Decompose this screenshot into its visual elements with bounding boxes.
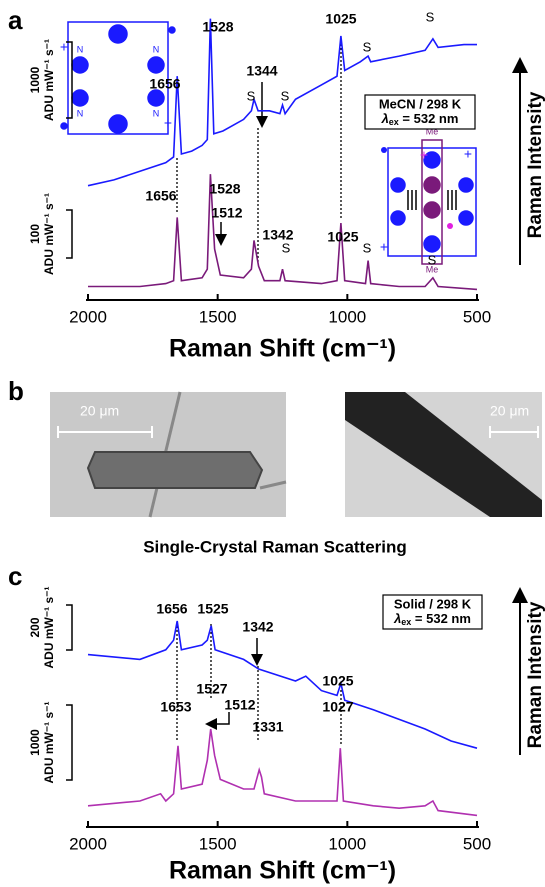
charge: + [164, 115, 172, 131]
scale-bar [66, 210, 72, 258]
scale-bar-unit: ADU mW⁻¹ s⁻¹ [42, 587, 56, 669]
peak-label: S [281, 88, 290, 103]
peak-label: 1025 [322, 673, 353, 689]
peak-label: S [363, 240, 372, 255]
lambda: λ [381, 111, 389, 126]
arrow [211, 712, 229, 724]
atom-label: N [77, 108, 84, 118]
peak-label: 1656 [149, 76, 180, 92]
peak-label: 1525 [197, 601, 228, 617]
condition-text: Solid / 298 K [394, 596, 472, 611]
scale-bar-value: 1000 [28, 729, 42, 756]
condition-value: = 532 nm [411, 611, 471, 626]
x-tick-label: 1000 [328, 834, 366, 853]
atom-label: N [153, 44, 160, 54]
scale-bar-unit: ADU mW⁻¹ s⁻¹ [42, 702, 56, 784]
structure-purple [381, 140, 476, 264]
lambda: λ [393, 611, 401, 626]
scale-bar [66, 705, 72, 780]
peak-label: 1656 [145, 188, 176, 204]
x-tick-label: 2000 [69, 307, 107, 326]
peak-label: 1331 [252, 719, 283, 735]
scale-bar-unit: ADU mW⁻¹ s⁻¹ [42, 193, 56, 275]
charge: + [420, 147, 428, 163]
peak-label: 1025 [325, 11, 356, 27]
scale-bar-value: 100 [28, 224, 42, 244]
x-tick-label: 1000 [328, 307, 366, 326]
scale-bar-label: 20 μm [80, 403, 119, 419]
peak-label: 1025 [327, 229, 358, 245]
atom-label: N [153, 108, 160, 118]
spectrum-line [88, 729, 477, 815]
scale-bar-value: 200 [28, 617, 42, 637]
scale-bar [66, 605, 72, 650]
y-axis-label: Raman Intensity [525, 91, 545, 238]
peak-label: 1344 [246, 63, 277, 79]
peak-label: 1512 [224, 697, 255, 713]
charge: + [60, 39, 68, 55]
caption: Single-Crystal Raman Scattering [143, 537, 407, 556]
peak-label: S [426, 9, 435, 24]
x-axis-label: Raman Shift (cm⁻¹) [169, 335, 396, 363]
condition-text: MeCN / 298 K [379, 96, 462, 111]
peak-label: 1512 [211, 205, 242, 221]
peak-label: S [247, 88, 256, 103]
panel-label: b [8, 376, 24, 406]
charge: + [380, 239, 388, 255]
x-tick-label: 500 [463, 834, 491, 853]
subscript: ex [401, 617, 411, 627]
scale-bar-value: 1000 [28, 66, 42, 93]
peak-label: 1528 [202, 19, 233, 35]
panel-label: c [8, 561, 22, 591]
peak-label: S [428, 252, 437, 267]
peak-label: S [282, 240, 291, 255]
x-axis-label: Raman Shift (cm⁻¹) [169, 857, 396, 885]
scale-bar-unit: ADU mW⁻¹ s⁻¹ [42, 39, 56, 121]
peak-label: 1527 [196, 681, 227, 697]
x-tick-label: 2000 [69, 834, 107, 853]
x-tick-label: 1500 [199, 834, 237, 853]
peak-label: 1528 [209, 181, 240, 197]
atom-label: N [77, 44, 84, 54]
subscript: ex [389, 117, 399, 127]
x-tick-label: 500 [463, 307, 491, 326]
peak-label: 1653 [160, 699, 191, 715]
condition-value: = 532 nm [399, 111, 459, 126]
x-tick-label: 1500 [199, 307, 237, 326]
figure: a b c N N N N + + Me Me + + + 20 μm 20 μ… [0, 0, 545, 887]
peak-label: 1342 [242, 619, 273, 635]
panel-label: a [8, 5, 23, 35]
scale-bar-label: 20 μm [490, 403, 529, 419]
peak-label: 1656 [156, 601, 187, 617]
peak-label: S [363, 39, 372, 54]
y-axis-label: Raman Intensity [525, 601, 545, 748]
charge: + [464, 146, 472, 162]
peak-label: 1027 [322, 699, 353, 715]
